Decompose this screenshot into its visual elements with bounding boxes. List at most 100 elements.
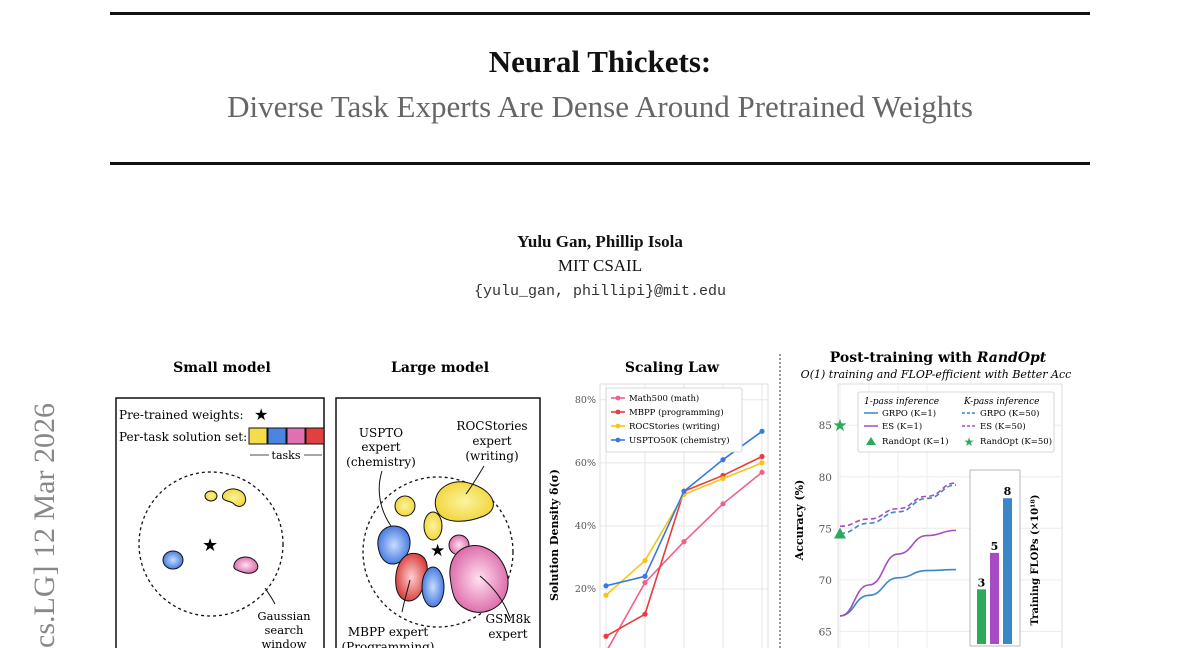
y-tick-label: 85 bbox=[819, 420, 832, 432]
affiliation: MIT CSAIL bbox=[557, 256, 643, 275]
series-line bbox=[839, 529, 957, 617]
post-training-panel: Post-training with RandOpt O(1) training… bbox=[779, 350, 1072, 648]
small-model-panel: Small model Pre-trained weights: ★ Per-t… bbox=[115, 360, 325, 648]
yellow-solution-blob bbox=[423, 511, 443, 541]
tasks-label: tasks bbox=[272, 449, 301, 462]
post-training-title: Post-training with RandOpt bbox=[830, 350, 1047, 366]
paper-subtitle: Diverse Task Experts Are Dense Around Pr… bbox=[227, 89, 973, 124]
legend-swatch bbox=[615, 423, 621, 429]
series-line bbox=[839, 484, 957, 535]
pink-solution-blob bbox=[449, 545, 509, 613]
legend-entry: ES (K=50) bbox=[980, 421, 1026, 432]
flops-y-axis-label: Training FLOPs (×10¹⁸) bbox=[1030, 494, 1041, 625]
scaling-y-axis-label: Solution Density δ(σ) bbox=[548, 469, 561, 601]
flops-inset: 3 5 8 Training FLOPs (×10¹⁸) bbox=[969, 469, 1041, 647]
gaussian-label: Gaussian bbox=[257, 609, 311, 623]
task-swatches bbox=[248, 427, 325, 445]
uspto-label: expert bbox=[361, 440, 400, 454]
legend-heading: 1-pass inference bbox=[864, 397, 939, 407]
data-point bbox=[681, 539, 687, 545]
paper-title: Neural Thickets: bbox=[488, 44, 712, 79]
bar-value-label: 8 bbox=[1004, 485, 1012, 498]
gsm8k-label: GSM8k bbox=[486, 612, 532, 626]
legend-swatch bbox=[615, 437, 621, 443]
legend-entry: Math500 (math) bbox=[629, 393, 699, 404]
star-icon: ★ bbox=[202, 535, 218, 556]
data-point bbox=[642, 557, 648, 564]
rocstories-label: (writing) bbox=[465, 449, 518, 463]
pink-solution-blob bbox=[233, 556, 259, 574]
flops-bar-chart: 3 5 8 bbox=[977, 485, 1012, 644]
randopt-point bbox=[834, 527, 846, 539]
data-point bbox=[603, 592, 609, 598]
y-tick-label: 75 bbox=[819, 523, 832, 535]
data-point bbox=[720, 457, 726, 463]
flops-bar bbox=[977, 589, 986, 644]
mbpp-label: MBPP expert bbox=[348, 625, 428, 639]
bottom-rule bbox=[110, 162, 1090, 165]
rocstories-label: ROCStories bbox=[456, 419, 527, 433]
legend-entry: RandOpt (K=50) bbox=[980, 436, 1052, 447]
mbpp-label: (Programming) bbox=[342, 640, 435, 648]
legend-heading: K-pass inference bbox=[963, 397, 1039, 407]
accuracy-legend: 1-pass inference K-pass inference GRPO (… bbox=[857, 391, 1055, 453]
data-point bbox=[603, 633, 609, 639]
randopt-point: ★ bbox=[832, 416, 847, 436]
legend-swatch: ★ bbox=[964, 435, 975, 449]
y-tick-label: 65 bbox=[819, 626, 832, 638]
arxiv-stamp: cs.LG] 12 Mar 2026 bbox=[28, 403, 61, 648]
yellow-solution-blob bbox=[204, 490, 218, 502]
rocstories-label: expert bbox=[472, 434, 511, 448]
bar-value-label: 5 bbox=[991, 540, 999, 553]
authors: Yulu Gan, Phillip Isola bbox=[517, 232, 683, 251]
data-point bbox=[603, 583, 609, 589]
y-tick-label: 20% bbox=[575, 584, 596, 595]
email[interactable]: {yulu_gan, phillipi}@mit.edu bbox=[473, 283, 727, 300]
legend-swatch bbox=[615, 395, 621, 401]
y-tick-label: 40% bbox=[575, 521, 596, 532]
yellow-solution-blob bbox=[221, 488, 247, 507]
bar-value-label: 3 bbox=[978, 576, 986, 589]
teaser-figure: Small model Pre-trained weights: ★ Per-t… bbox=[115, 350, 1072, 648]
post-training-subtitle: O(1) training and FLOP-efficient with Be… bbox=[801, 368, 1072, 381]
flops-bar bbox=[1003, 498, 1012, 644]
data-point bbox=[759, 453, 765, 460]
legend-entry: ES (K=1) bbox=[882, 421, 922, 432]
y-tick-label: 60% bbox=[575, 458, 596, 469]
large-model-panel: Large model ★ USPTO expert (chemistry) R… bbox=[335, 360, 541, 648]
large-model-title: Large model bbox=[391, 360, 489, 376]
data-point bbox=[759, 428, 765, 434]
yellow-solution-blob bbox=[434, 481, 494, 522]
blue-solution-blob bbox=[162, 550, 184, 570]
legend-entry: ROCStories (writing) bbox=[629, 421, 720, 432]
yellow-solution-blob bbox=[394, 495, 416, 517]
scaling-law-title: Scaling Law bbox=[625, 360, 720, 376]
series-line bbox=[839, 482, 957, 528]
pretrained-label: Pre-trained weights: bbox=[119, 408, 244, 422]
gsm8k-label: expert bbox=[488, 627, 527, 641]
data-point bbox=[759, 460, 765, 466]
blue-solution-blob bbox=[421, 566, 445, 608]
gaussian-label: window bbox=[261, 637, 306, 648]
legend-entry: MBPP (programming) bbox=[629, 407, 724, 418]
small-model-title: Small model bbox=[173, 360, 271, 376]
legend-entry: RandOpt (K=1) bbox=[882, 436, 949, 447]
data-point bbox=[642, 573, 648, 579]
star-icon: ★ bbox=[254, 405, 268, 424]
star-icon: ★ bbox=[430, 541, 445, 561]
gaussian-label: search bbox=[265, 623, 305, 637]
series-line bbox=[839, 568, 957, 617]
blue-solution-blob bbox=[377, 525, 411, 565]
uspto-label: USPTO bbox=[359, 426, 403, 440]
data-point bbox=[642, 611, 648, 617]
flops-bar bbox=[990, 552, 999, 644]
data-point bbox=[759, 469, 765, 475]
legend-entry: GRPO (K=1) bbox=[882, 408, 936, 419]
legend-swatch bbox=[866, 437, 876, 445]
legend-entry: USPTO50K (chemistry) bbox=[629, 435, 730, 446]
legend-entry: GRPO (K=50) bbox=[980, 408, 1040, 419]
top-rule bbox=[110, 12, 1090, 15]
data-point bbox=[720, 475, 726, 482]
uspto-label: (chemistry) bbox=[346, 455, 416, 469]
legend-swatch bbox=[615, 409, 621, 415]
